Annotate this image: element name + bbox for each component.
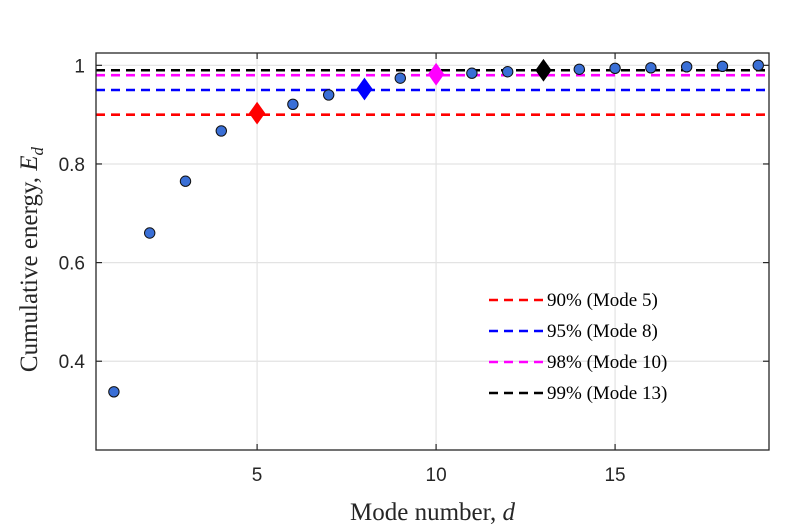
threshold-marker [356, 77, 373, 101]
data-point [609, 62, 621, 74]
data-point [573, 63, 585, 75]
data-point [716, 60, 729, 73]
legend-label: 98% (Mode 10) [547, 352, 667, 373]
legend: 90% (Mode 5) 95% (Mode 8) 98% (Mode 10) 99%… [489, 290, 667, 404]
x-tick-label: 5 [252, 465, 263, 486]
y-axis-label: Cumulative energy, Ed [16, 146, 47, 372]
legend-label: 95% (Mode 8) [547, 321, 658, 342]
data-point [108, 386, 120, 398]
data-point [752, 59, 764, 72]
threshold-marker [248, 101, 266, 125]
y-tick-label: 0.4 [59, 352, 86, 373]
x-tick-label: 10 [426, 465, 447, 486]
data-point [215, 125, 227, 137]
data-point [287, 98, 299, 110]
grid [96, 53, 769, 450]
data-point [501, 66, 514, 78]
data-point [322, 89, 335, 101]
data-point [680, 61, 693, 73]
data-point [466, 67, 478, 79]
threshold-marker [535, 58, 552, 82]
data-point [645, 62, 657, 74]
threshold-markers [248, 58, 552, 125]
data-point [143, 227, 156, 239]
threshold-marker [427, 62, 445, 86]
y-tick-label: 0.8 [59, 155, 85, 176]
x-axis-label: Mode number, d [350, 499, 515, 526]
x-tick-label: 15 [604, 465, 625, 486]
plot-frame [95, 52, 770, 451]
data-points [108, 59, 764, 398]
y-tick-label: 0.6 [59, 254, 85, 275]
data-point [179, 175, 192, 187]
axis-ticks: 5 10 15 0.4 0.6 0.8 1 [59, 53, 769, 486]
legend-label: 90% (Mode 5) [547, 290, 658, 311]
data-point [394, 72, 406, 84]
y-tick-label: 1 [74, 56, 85, 77]
legend-label: 99% (Mode 13) [547, 383, 667, 404]
